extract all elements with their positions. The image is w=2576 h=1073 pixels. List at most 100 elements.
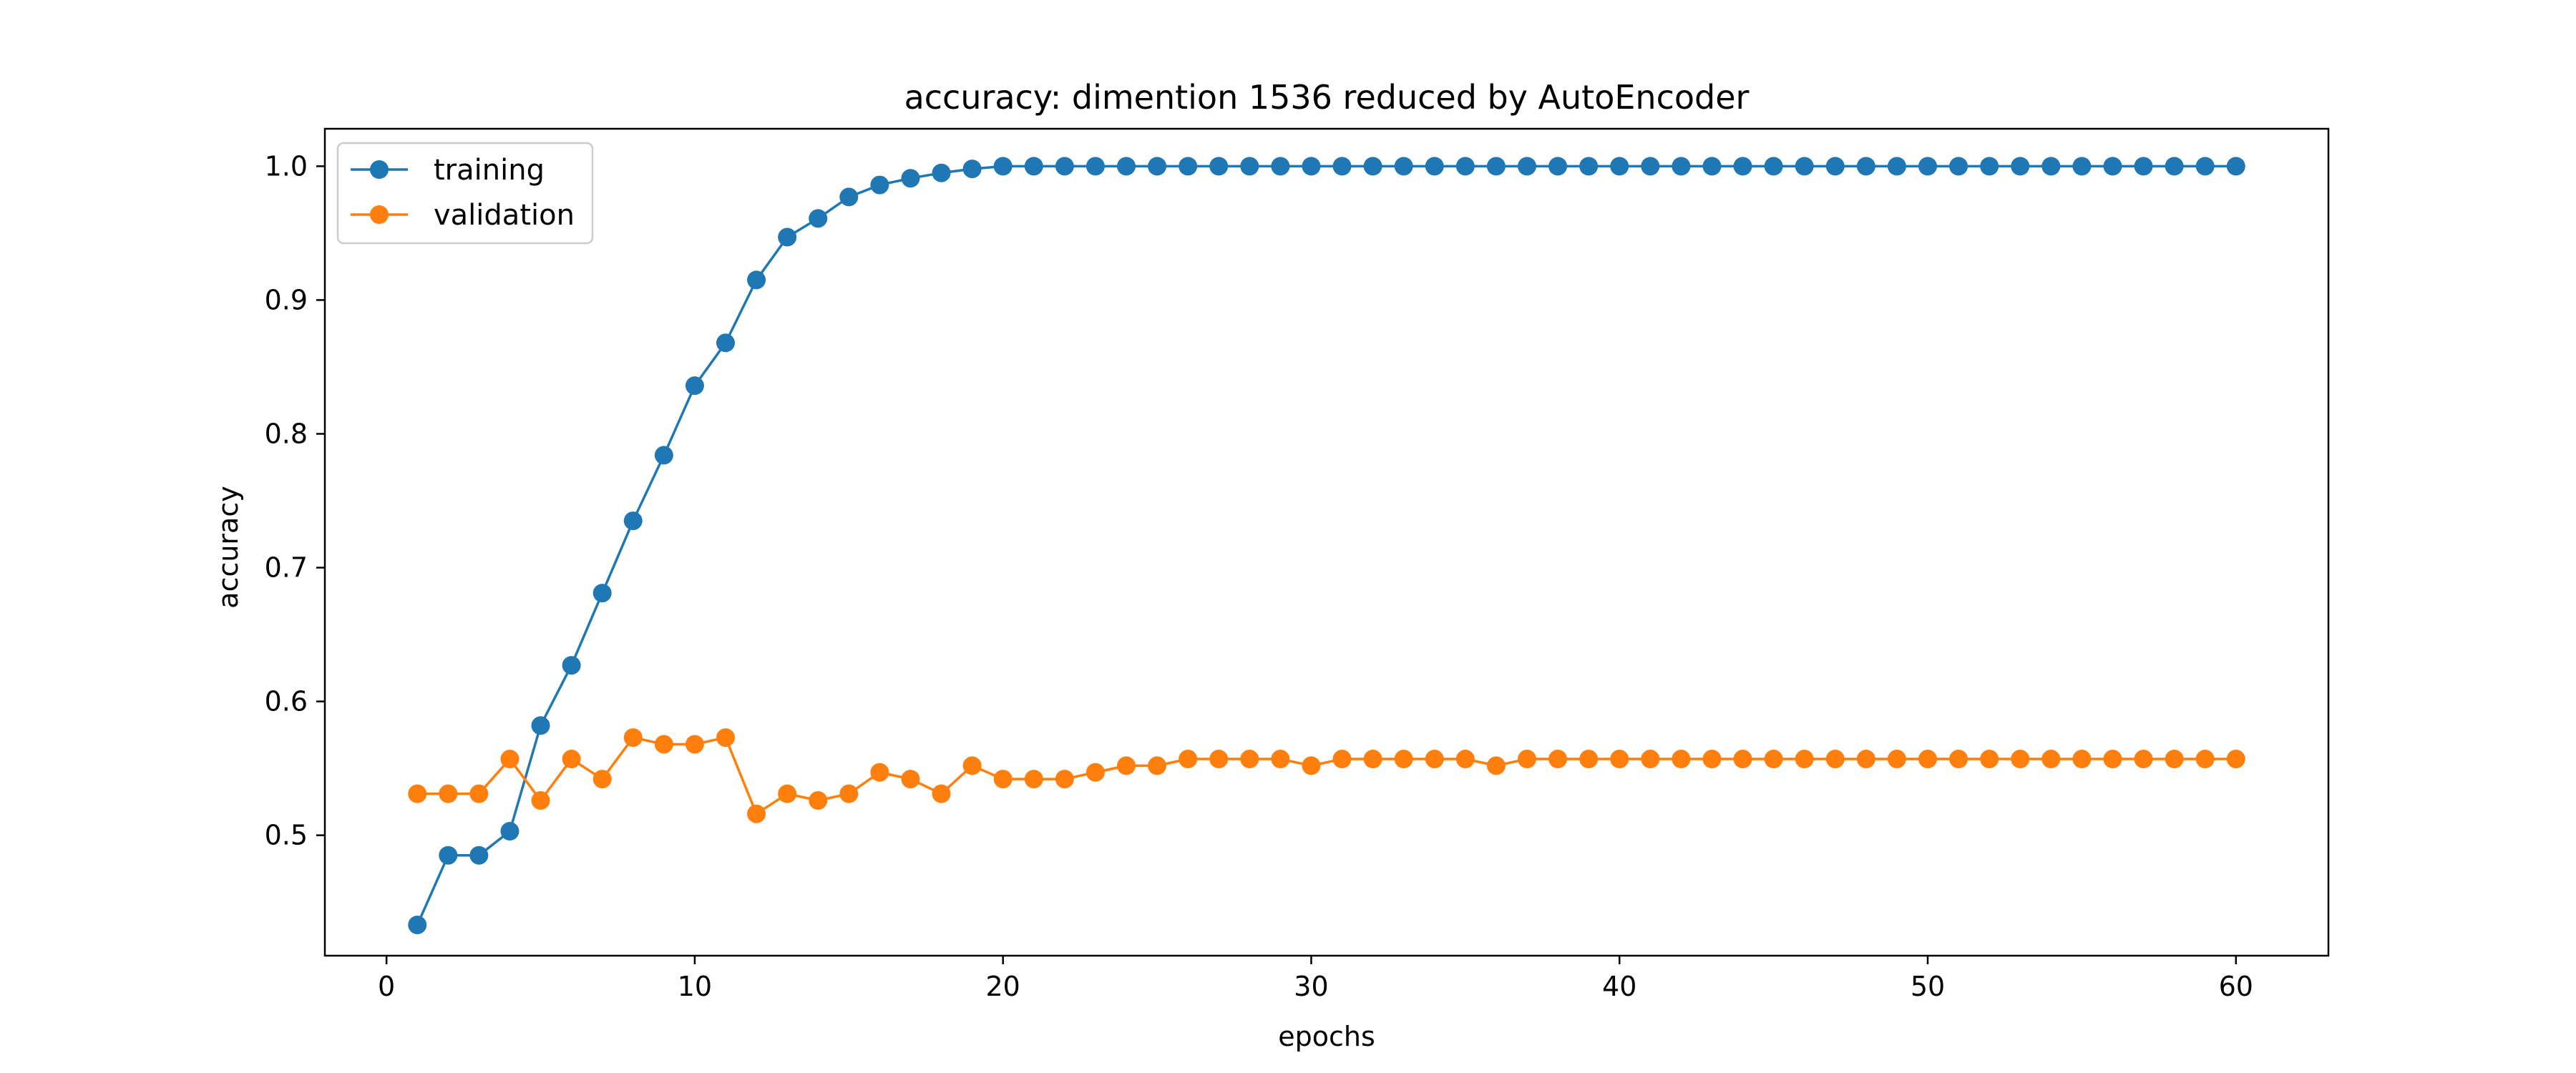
point-training-22 [1055, 157, 1074, 176]
point-training-9 [654, 446, 673, 465]
y-axis-label: accuracy [213, 486, 244, 608]
point-validation-18 [932, 784, 951, 803]
point-validation-44 [1733, 750, 1752, 769]
plot-area [408, 157, 2245, 934]
point-training-45 [1764, 157, 1783, 176]
point-training-48 [1856, 157, 1875, 176]
legend-label-training: training [434, 154, 545, 187]
point-validation-60 [2226, 750, 2245, 769]
point-validation-29 [1271, 750, 1290, 769]
point-validation-2 [439, 784, 458, 803]
point-training-60 [2226, 157, 2245, 176]
point-validation-50 [1918, 750, 1937, 769]
point-validation-36 [1486, 756, 1506, 775]
point-training-17 [901, 169, 920, 188]
x-tick-label-10: 10 [678, 971, 712, 1002]
point-training-7 [592, 584, 612, 603]
series-training [408, 157, 2245, 934]
point-validation-25 [1148, 756, 1167, 775]
point-training-59 [2195, 157, 2215, 176]
x-axis-ticks: 0 10 20 30 40 50 60 [378, 956, 2253, 1002]
point-training-16 [870, 175, 889, 195]
point-validation-55 [2072, 750, 2092, 769]
x-tick-label-50: 50 [1911, 971, 1945, 1002]
point-validation-41 [1641, 750, 1660, 769]
point-training-18 [932, 163, 951, 182]
point-training-25 [1148, 157, 1167, 176]
point-validation-58 [2165, 750, 2184, 769]
point-validation-37 [1518, 750, 1536, 769]
point-training-1 [408, 915, 427, 934]
point-training-52 [1980, 157, 1999, 176]
point-training-6 [562, 656, 581, 675]
point-training-21 [1024, 157, 1043, 176]
x-tick-label-0: 0 [378, 971, 395, 1002]
point-training-24 [1117, 157, 1136, 176]
point-validation-32 [1363, 750, 1382, 769]
y-tick-label-0: 0.5 [265, 820, 308, 851]
point-training-2 [439, 846, 458, 865]
point-validation-34 [1425, 750, 1444, 769]
point-training-3 [469, 846, 489, 865]
point-training-46 [1795, 157, 1814, 176]
x-axis-label: epochs [1278, 1021, 1375, 1052]
y-tick-label-4: 0.9 [265, 284, 308, 315]
point-validation-22 [1055, 770, 1074, 789]
x-tick-label-20: 20 [986, 971, 1020, 1002]
point-training-35 [1455, 157, 1475, 176]
point-training-13 [778, 227, 797, 247]
legend-box [336, 142, 594, 245]
point-training-41 [1641, 157, 1660, 176]
point-training-23 [1085, 157, 1105, 176]
point-validation-57 [2134, 750, 2153, 769]
point-validation-45 [1764, 750, 1783, 769]
point-validation-40 [1610, 750, 1629, 769]
plot-frame [323, 127, 2330, 957]
point-training-44 [1733, 157, 1752, 176]
point-training-14 [809, 209, 828, 228]
point-training-49 [1887, 157, 1906, 176]
point-validation-7 [592, 770, 612, 789]
point-training-55 [2072, 157, 2092, 176]
point-validation-3 [469, 784, 489, 803]
point-training-20 [993, 157, 1013, 176]
chart-title: accuracy: dimention 1536 reduced by Auto… [904, 78, 1750, 117]
point-validation-30 [1302, 756, 1321, 775]
point-training-32 [1363, 157, 1382, 176]
point-training-34 [1425, 157, 1444, 176]
legend-label-validation: validation [434, 199, 575, 232]
point-training-56 [2103, 157, 2122, 176]
point-training-40 [1610, 157, 1629, 176]
point-validation-59 [2195, 750, 2215, 769]
point-validation-46 [1795, 750, 1814, 769]
point-validation-42 [1672, 750, 1691, 769]
point-validation-13 [778, 784, 797, 803]
point-validation-49 [1887, 750, 1906, 769]
x-tick-label-40: 40 [1602, 971, 1636, 1002]
point-validation-43 [1702, 750, 1722, 769]
legend-marker-training [370, 160, 389, 179]
point-validation-4 [500, 750, 519, 769]
point-validation-27 [1209, 750, 1229, 769]
legend-marker-validation [370, 205, 389, 224]
point-training-8 [623, 511, 643, 531]
point-training-28 [1240, 157, 1259, 176]
x-tick-label-30: 30 [1294, 971, 1328, 1002]
point-validation-35 [1455, 750, 1475, 769]
point-validation-51 [1949, 750, 1968, 769]
point-validation-10 [685, 735, 704, 754]
point-training-43 [1702, 157, 1722, 176]
point-validation-53 [2011, 750, 2030, 769]
point-validation-31 [1332, 750, 1352, 769]
series-validation [408, 728, 2245, 823]
y-axis-ticks: 0.5 0.6 0.7 0.8 0.9 1.0 [265, 150, 325, 851]
y-tick-label-2: 0.7 [265, 552, 308, 584]
point-training-5 [531, 716, 550, 735]
point-validation-21 [1024, 770, 1043, 789]
point-validation-5 [531, 791, 550, 810]
point-validation-19 [962, 756, 982, 775]
point-training-33 [1394, 157, 1413, 176]
point-training-15 [839, 187, 859, 207]
point-training-47 [1825, 157, 1845, 176]
